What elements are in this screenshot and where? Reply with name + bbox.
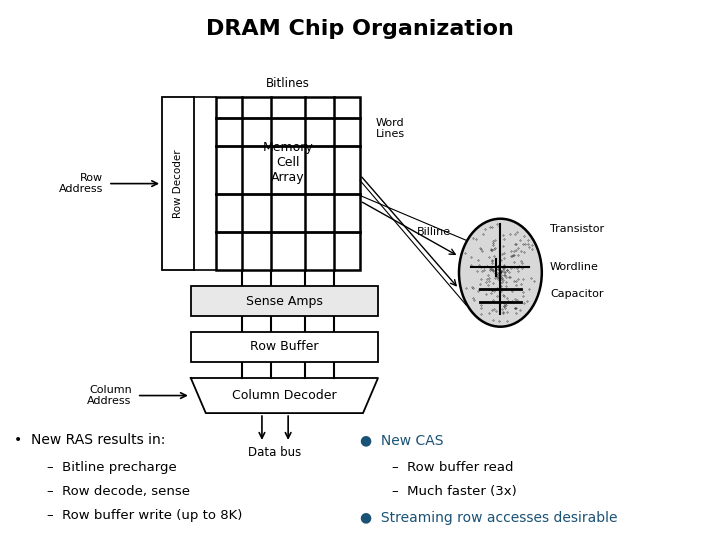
Text: Column
Address: Column Address xyxy=(87,384,132,407)
Text: –  Row buffer read: – Row buffer read xyxy=(392,461,514,474)
Text: –  Row buffer write (up to 8K): – Row buffer write (up to 8K) xyxy=(47,509,242,522)
Ellipse shape xyxy=(459,219,541,327)
Text: DRAM Chip Organization: DRAM Chip Organization xyxy=(206,19,514,39)
Bar xyxy=(216,97,360,270)
Text: Billine: Billine xyxy=(417,227,451,237)
Bar xyxy=(162,97,194,270)
Text: Capacitor: Capacitor xyxy=(550,289,603,299)
Text: –  Row decode, sense: – Row decode, sense xyxy=(47,485,190,498)
Text: ●  Streaming row accesses desirable: ● Streaming row accesses desirable xyxy=(360,511,618,525)
Text: Data bus: Data bus xyxy=(248,446,302,459)
Bar xyxy=(191,286,378,316)
Text: Row Buffer: Row Buffer xyxy=(250,340,319,354)
Text: Sense Amps: Sense Amps xyxy=(246,294,323,308)
Text: Memory
Cell
Array: Memory Cell Array xyxy=(263,141,313,184)
Text: Wordline: Wordline xyxy=(550,262,599,272)
Text: Word
Lines: Word Lines xyxy=(376,118,405,139)
Text: Row Decoder: Row Decoder xyxy=(174,149,183,218)
Text: •  New RAS results in:: • New RAS results in: xyxy=(14,433,166,447)
Text: Bitlines: Bitlines xyxy=(266,77,310,90)
Text: Row
Address: Row Address xyxy=(58,173,103,194)
Text: Transistor: Transistor xyxy=(550,225,604,234)
Text: –  Much faster (3x): – Much faster (3x) xyxy=(392,485,517,498)
Polygon shape xyxy=(191,378,378,413)
Text: ●  New CAS: ● New CAS xyxy=(360,433,444,447)
Text: –  Bitline precharge: – Bitline precharge xyxy=(47,461,176,474)
Text: Column Decoder: Column Decoder xyxy=(232,389,337,402)
Bar xyxy=(191,332,378,362)
